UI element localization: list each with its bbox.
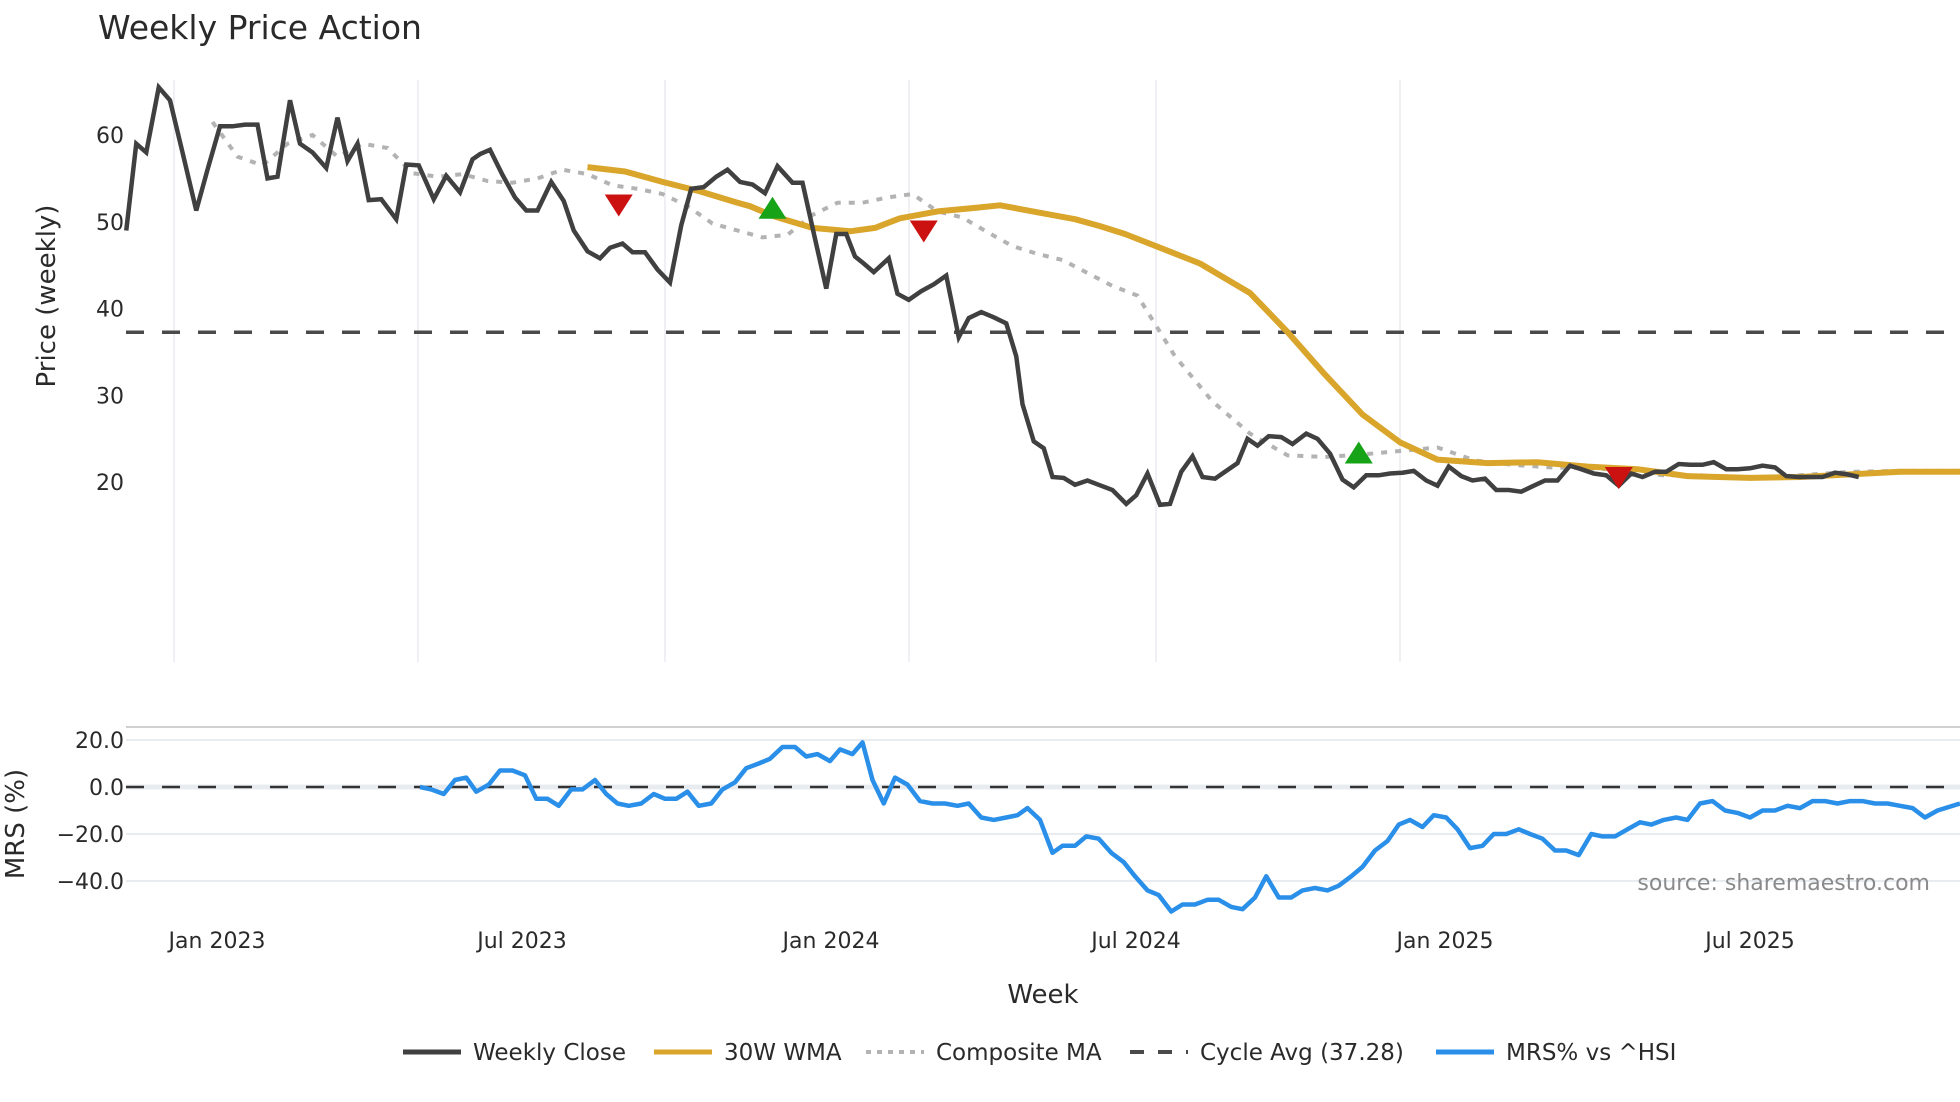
sell-signal-marker [1604, 466, 1633, 489]
legend-item-cycle_avg: Cycle Avg (37.28) [1130, 1040, 1404, 1066]
legend-item-composite: Composite MA [866, 1040, 1102, 1066]
mrs-y-ticks: 20.0 0.0 −20.0 −40.0 [57, 729, 124, 895]
x-tick-label: Jul 2025 [1703, 929, 1795, 954]
mrs-y-tick-label: 0.0 [89, 776, 124, 801]
price-y-tick-label: 60 [96, 124, 124, 149]
legend-item-mrs: MRS% vs ^HSI [1436, 1040, 1676, 1066]
legend-item-wma: 30W WMA [654, 1040, 842, 1066]
mrs-y-tick-label: −20.0 [57, 823, 124, 848]
price-y-axis-title: Price (weekly) [32, 205, 62, 388]
mrs-y-tick-label: −40.0 [57, 870, 124, 895]
mrs-line [419, 740, 1960, 914]
x-tick-label: Jul 2023 [475, 929, 567, 954]
sell-signal-marker [909, 220, 938, 243]
mrs-series [419, 740, 1960, 914]
weekly-close-line [124, 82, 1860, 508]
x-tick-label: Jan 2024 [781, 929, 880, 954]
x-axis-ticks: Jan 2023 Jul 2023 Jan 2024 Jul 2024 Jan 2025… [167, 929, 1795, 954]
buy-signal-marker [758, 196, 787, 219]
mrs-grid [126, 739, 1960, 882]
composite-ma-line [210, 120, 1960, 480]
x-tick-label: Jul 2024 [1089, 929, 1181, 954]
price-y-tick-label: 40 [96, 298, 124, 323]
price-y-tick-label: 20 [96, 471, 124, 496]
legend-label-cycle_avg: Cycle Avg (37.28) [1200, 1040, 1404, 1066]
source-watermark: source: sharemaestro.com [1637, 871, 1930, 896]
legend-label-weekly_close: Weekly Close [473, 1040, 626, 1066]
legend-label-mrs: MRS% vs ^HSI [1506, 1040, 1676, 1066]
legend: Weekly Close 30W WMA Composite MA Cycle Avg… [403, 1040, 1676, 1066]
sell-signal-marker [604, 194, 633, 217]
mrs-y-axis-title: MRS (%) [1, 769, 31, 879]
chart-title: Weekly Price Action [98, 8, 422, 47]
price-grid [173, 80, 1401, 662]
wma-30w-line [587, 164, 1960, 481]
price-y-tick-label: 50 [96, 211, 124, 236]
legend-label-wma: 30W WMA [724, 1040, 842, 1066]
x-tick-label: Jan 2023 [167, 929, 266, 954]
price-y-ticks: 20 30 40 50 60 [96, 124, 124, 496]
price-y-tick-label: 30 [96, 384, 124, 409]
x-axis-title: Week [1007, 980, 1078, 1010]
price-series [124, 82, 1960, 508]
x-tick-label: Jan 2025 [1395, 929, 1494, 954]
legend-item-weekly_close: Weekly Close [403, 1040, 626, 1066]
signal-markers [604, 194, 1633, 489]
legend-label-composite: Composite MA [936, 1040, 1102, 1066]
buy-signal-marker [1344, 441, 1373, 464]
mrs-y-tick-label: 20.0 [75, 729, 124, 754]
